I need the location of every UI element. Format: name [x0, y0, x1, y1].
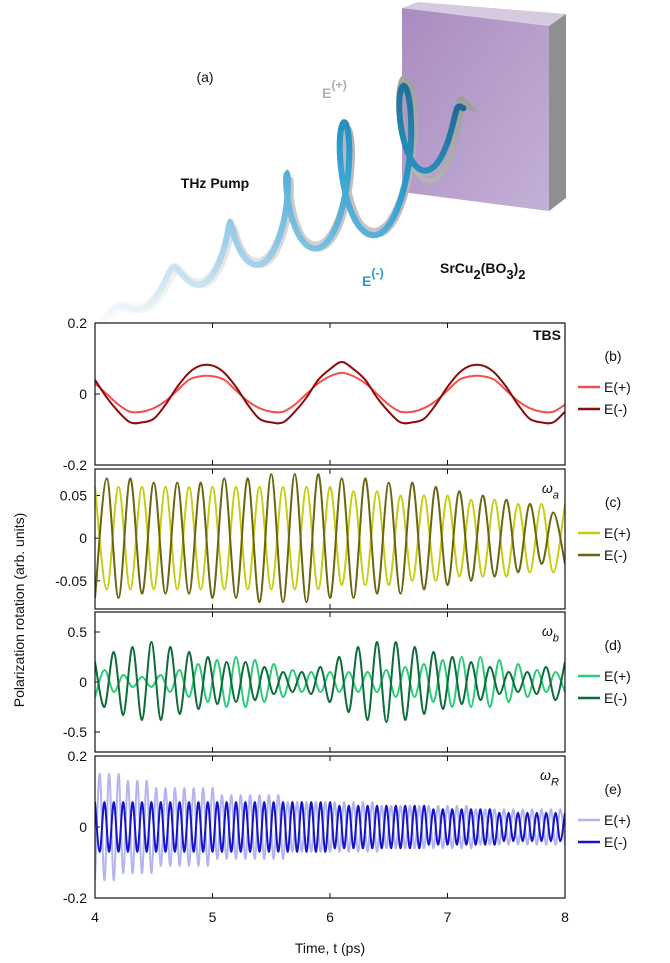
y-axis-label: Polarization rotation (arb. units)	[11, 513, 27, 708]
data-line	[95, 801, 565, 853]
legend-label: E(+)	[604, 812, 631, 828]
material-sub: 2	[518, 267, 525, 282]
y-tick-label: -0.2	[63, 457, 87, 473]
material-text: (BO	[481, 260, 507, 276]
e-plus-label-sup: (+)	[331, 78, 347, 92]
panel-label: (c)	[605, 494, 621, 510]
data-line	[95, 772, 565, 882]
data-line	[95, 640, 565, 723]
helix-blue	[97, 82, 467, 327]
y-tick-label: -0.2	[63, 890, 87, 906]
legend-label: E(-)	[604, 690, 627, 706]
legend-label: E(-)	[604, 547, 627, 563]
x-tick-label: 7	[444, 909, 452, 925]
annotation-base: ω	[542, 480, 553, 496]
data-line	[95, 371, 565, 414]
y-tick-label: -0.05	[55, 573, 87, 589]
x-tick-label: 8	[561, 909, 569, 925]
x-tick-label: 6	[326, 909, 334, 925]
e-plus-label-base: E	[322, 85, 331, 101]
data-line	[95, 656, 565, 709]
annotation-sub: R	[551, 776, 559, 788]
x-tick-label: 5	[209, 909, 217, 925]
y-tick-label: 0.5	[68, 624, 88, 640]
panel-label: (e)	[604, 781, 621, 797]
material-label: SrCu2(BO3)2	[440, 260, 526, 282]
e-minus-label-sup: (-)	[371, 266, 383, 280]
y-tick-label: 0	[79, 819, 87, 835]
legend-label: E(-)	[604, 834, 627, 850]
annotation-base: ω	[542, 623, 553, 639]
pump-illustration	[97, 2, 566, 327]
legend-label: E(-)	[604, 401, 627, 417]
annotation: ωb	[542, 623, 559, 644]
data-line	[95, 361, 565, 425]
data-line	[95, 473, 565, 604]
panel-label: (a)	[196, 69, 213, 85]
data-line	[95, 485, 565, 591]
plot-frame	[94, 322, 566, 466]
plot-frame	[94, 468, 566, 610]
annotation-sub: a	[553, 489, 559, 501]
annotation: ωR	[540, 767, 559, 788]
legend-label: E(+)	[604, 668, 631, 684]
y-tick-label: 0	[79, 674, 87, 690]
pump-label: THz Pump	[181, 175, 249, 191]
e-minus-label-base: E	[362, 273, 371, 289]
annotation: TBS	[533, 327, 561, 343]
annotation: ωa	[542, 480, 559, 501]
y-tick-label: 0	[79, 386, 87, 402]
material-sub: 3	[506, 267, 513, 282]
y-tick-label: -0.5	[63, 724, 87, 740]
material-sub: 2	[473, 267, 480, 282]
y-tick-label: 0	[79, 530, 87, 546]
plot-frame	[94, 755, 566, 899]
panel-label: (d)	[604, 637, 621, 653]
legend-label: E(+)	[604, 525, 631, 541]
slab-top	[402, 2, 566, 26]
x-axis-label: Time, t (ps)	[295, 940, 365, 956]
x-tick-label: 4	[91, 909, 99, 925]
slab-side	[549, 14, 566, 211]
annotation-base: ω	[540, 767, 551, 783]
panel-label: (b)	[604, 348, 621, 364]
e-minus-label: E(-)	[362, 266, 384, 289]
e-plus-label: E(+)	[322, 78, 347, 101]
legend-label: E(+)	[604, 379, 631, 395]
annotation-sub: b	[553, 632, 559, 644]
material-text: SrCu	[440, 260, 473, 276]
material-text: )	[514, 260, 519, 276]
y-tick-label: 0.2	[68, 748, 88, 764]
y-tick-label: 0.2	[68, 315, 88, 331]
y-tick-label: 0.05	[60, 487, 87, 503]
plot-frame	[94, 611, 566, 753]
